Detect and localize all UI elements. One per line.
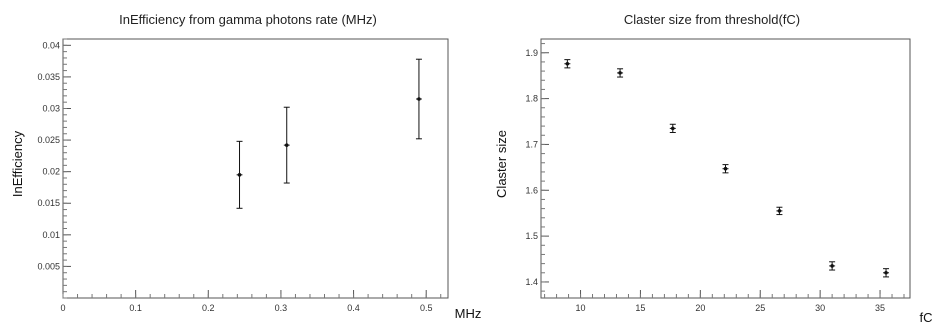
claster-size-marker	[670, 126, 675, 131]
claster-size-x-tick-label: 25	[755, 303, 765, 313]
inefficiency-y-tick-label: 0.04	[42, 40, 60, 50]
claster-size-data-point	[776, 206, 783, 216]
inefficiency-data-point	[236, 140, 243, 209]
claster-size-x-tick-label: 10	[576, 303, 586, 313]
inefficiency-plot-frame	[62, 38, 449, 299]
claster-size-x-axis-label: fC	[920, 310, 933, 325]
inefficiency-x-tick-label: 0.1	[129, 303, 142, 313]
claster-size-marker	[777, 209, 782, 213]
inefficiency-x-tick-label: 0.4	[347, 303, 360, 313]
inefficiency-y-tick-label: 0.035	[37, 72, 60, 82]
claster-size-chart-title: Claster size from threshold(fC)	[624, 12, 800, 27]
claster-size-marker	[884, 270, 888, 275]
claster-size-marker	[830, 264, 834, 268]
inefficiency-data-point	[415, 58, 422, 140]
claster-size-y-tick-label: 1.9	[525, 48, 538, 58]
claster-size-y-tick-label: 1.5	[525, 231, 538, 241]
inefficiency-y-tick-label: 0.03	[42, 103, 60, 113]
claster-size-data-point	[829, 261, 836, 271]
inefficiency-chart: InEfficiency from gamma photons rate (MH…	[10, 12, 481, 321]
inefficiency-chart-title: InEfficiency from gamma photons rate (MH…	[119, 12, 377, 27]
claster-size-data-point	[617, 68, 624, 78]
claster-size-y-tick-label: 1.8	[525, 94, 538, 104]
inefficiency-y-tick-label: 0.025	[37, 135, 60, 145]
inefficiency-x-tick-label: 0.2	[202, 303, 215, 313]
claster-size-data-point	[722, 164, 729, 174]
claster-size-x-tick-label: 15	[635, 303, 645, 313]
claster-size-marker	[723, 166, 728, 171]
claster-size-y-tick-label: 1.7	[525, 139, 538, 149]
inefficiency-data-point	[283, 106, 290, 184]
claster-size-marker	[565, 61, 570, 66]
claster-size-x-tick-label: 35	[875, 303, 885, 313]
inefficiency-y-tick-label: 0.015	[37, 198, 60, 208]
claster-size-y-tick-label: 1.4	[525, 277, 538, 287]
inefficiency-x-tick-label: 0.3	[275, 303, 288, 313]
inefficiency-y-axis-label: InEfficiency	[10, 130, 25, 197]
claster-size-data-point	[883, 268, 890, 278]
inefficiency-y-tick-label: 0.02	[42, 167, 60, 177]
inefficiency-x-axis-label: MHz	[455, 306, 482, 321]
claster-size-data-point	[564, 59, 571, 69]
inefficiency-y-tick-label: 0.01	[42, 230, 60, 240]
claster-size-x-tick-label: 30	[815, 303, 825, 313]
claster-size-marker	[618, 71, 622, 75]
inefficiency-marker	[417, 97, 421, 101]
claster-size-plot-frame	[540, 38, 911, 299]
inefficiency-x-tick-label: 0.5	[420, 303, 433, 313]
claster-size-y-axis-label: Claster size	[494, 130, 509, 198]
inefficiency-marker	[237, 173, 242, 177]
inefficiency-marker	[284, 143, 289, 147]
inefficiency-x-tick-label: 0	[60, 303, 65, 313]
claster-size-data-point	[669, 123, 676, 134]
claster-size-chart: Claster size from threshold(fC) fC Clast…	[494, 12, 933, 325]
inefficiency-y-tick-label: 0.005	[37, 261, 60, 271]
claster-size-y-tick-label: 1.6	[525, 185, 538, 195]
claster-size-x-tick-label: 20	[695, 303, 705, 313]
